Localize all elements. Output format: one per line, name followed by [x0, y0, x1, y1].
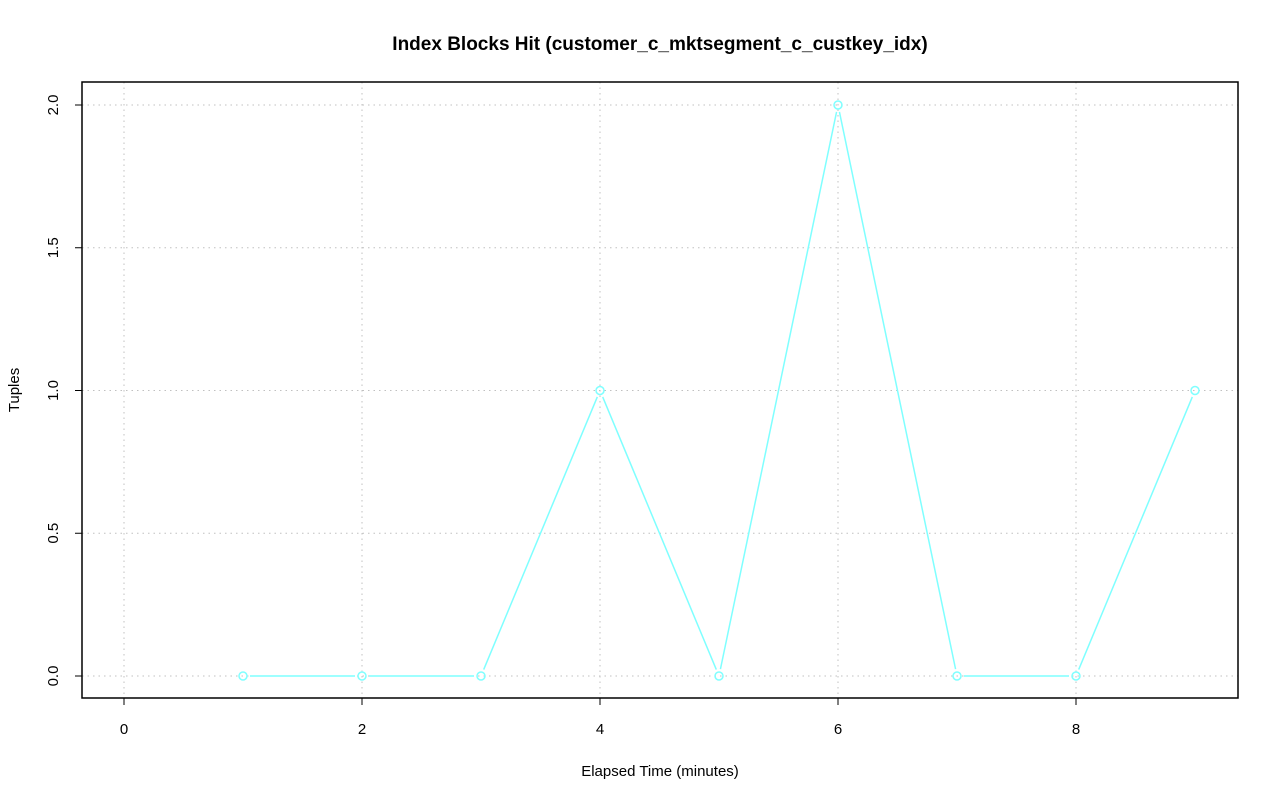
line-segment [1078, 396, 1193, 670]
data-point [595, 385, 605, 396]
data-point [357, 671, 367, 681]
x-tick-label: 0 [120, 721, 128, 738]
y-tick-label: 0.0 [45, 666, 62, 687]
axes: 0 2 4 6 8 0.0 0.5 1.0 1.5 2.0 [45, 95, 1080, 738]
x-axis-label: Elapsed Time (minutes) [581, 763, 739, 780]
series-line [238, 100, 1200, 681]
y-tick-label: 1.5 [45, 237, 62, 258]
x-tick-label: 4 [596, 721, 604, 738]
line-segment [838, 111, 957, 670]
data-point [952, 671, 962, 681]
y-tick-label: 0.5 [45, 523, 62, 544]
y-axis-label: Tuples [6, 368, 23, 412]
data-point [833, 100, 843, 110]
grid [82, 82, 1238, 698]
x-tick-label: 8 [1072, 721, 1080, 738]
x-tick-label: 6 [834, 721, 842, 738]
data-point [238, 671, 248, 681]
line-segment [483, 396, 598, 670]
line-segment [602, 396, 717, 670]
x-tick-label: 2 [358, 721, 366, 738]
data-point [1190, 385, 1200, 396]
y-tick-label: 1.0 [45, 380, 62, 401]
y-tick-label: 2.0 [45, 95, 62, 116]
line-segment [719, 111, 838, 670]
plot-frame [81, 81, 1239, 699]
data-point [476, 671, 486, 681]
data-point [1071, 671, 1081, 681]
data-point [714, 671, 724, 681]
chart-title: Index Blocks Hit (customer_c_mktsegment_… [392, 34, 927, 55]
